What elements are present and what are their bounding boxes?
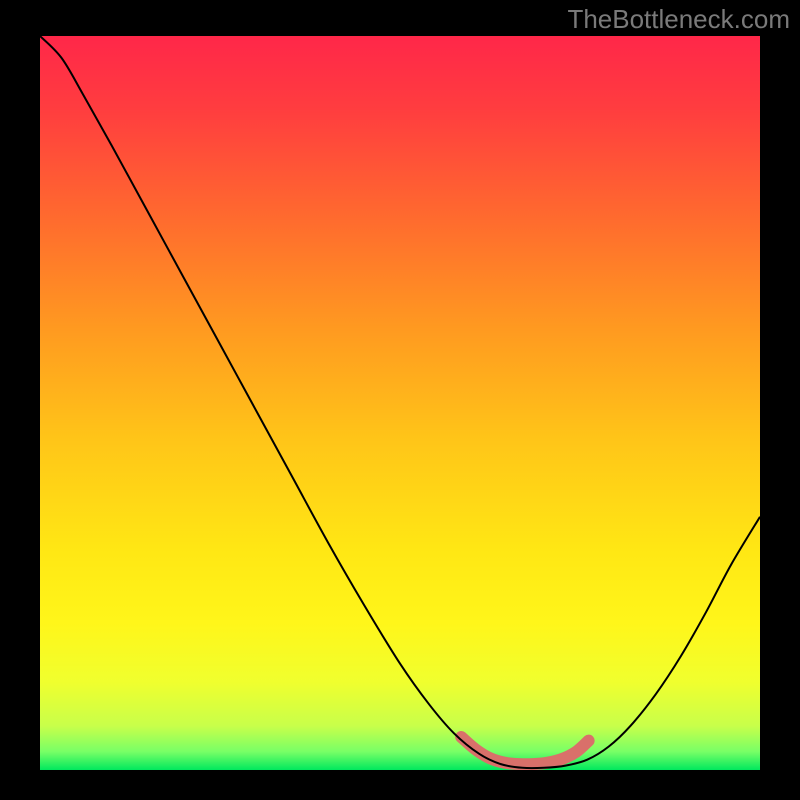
stage: TheBottleneck.com [0, 0, 800, 800]
chart-svg [0, 0, 800, 800]
watermark-text: TheBottleneck.com [567, 4, 790, 35]
gradient-plot-background [40, 36, 760, 770]
